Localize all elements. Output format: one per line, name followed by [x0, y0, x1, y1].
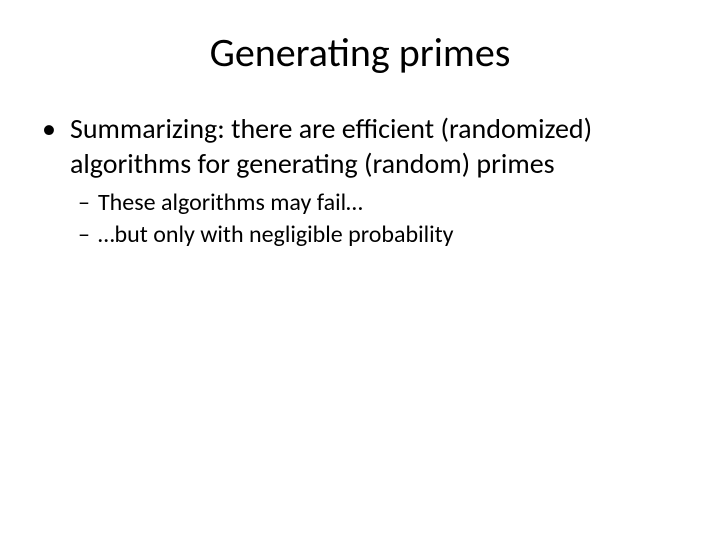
sub-bullet-item: – …but only with negligible probability [78, 219, 684, 251]
sub-bullet-text: These algorithms may fail… [98, 187, 684, 219]
bullet-marker: • [42, 111, 56, 181]
sub-list: – These algorithms may fail… – …but only… [42, 187, 684, 252]
slide-container: Generating primes • Summarizing: there a… [0, 0, 720, 540]
bullet-list: • Summarizing: there are efficient (rand… [36, 111, 684, 252]
slide-title: Generating primes [36, 28, 684, 77]
bullet-item: • Summarizing: there are efficient (rand… [42, 111, 684, 181]
sub-bullet-marker: – [78, 219, 90, 251]
sub-bullet-marker: – [78, 187, 90, 219]
sub-bullet-text: …but only with negligible probability [98, 219, 684, 251]
sub-bullet-item: – These algorithms may fail… [78, 187, 684, 219]
bullet-text: Summarizing: there are efficient (random… [70, 111, 684, 181]
